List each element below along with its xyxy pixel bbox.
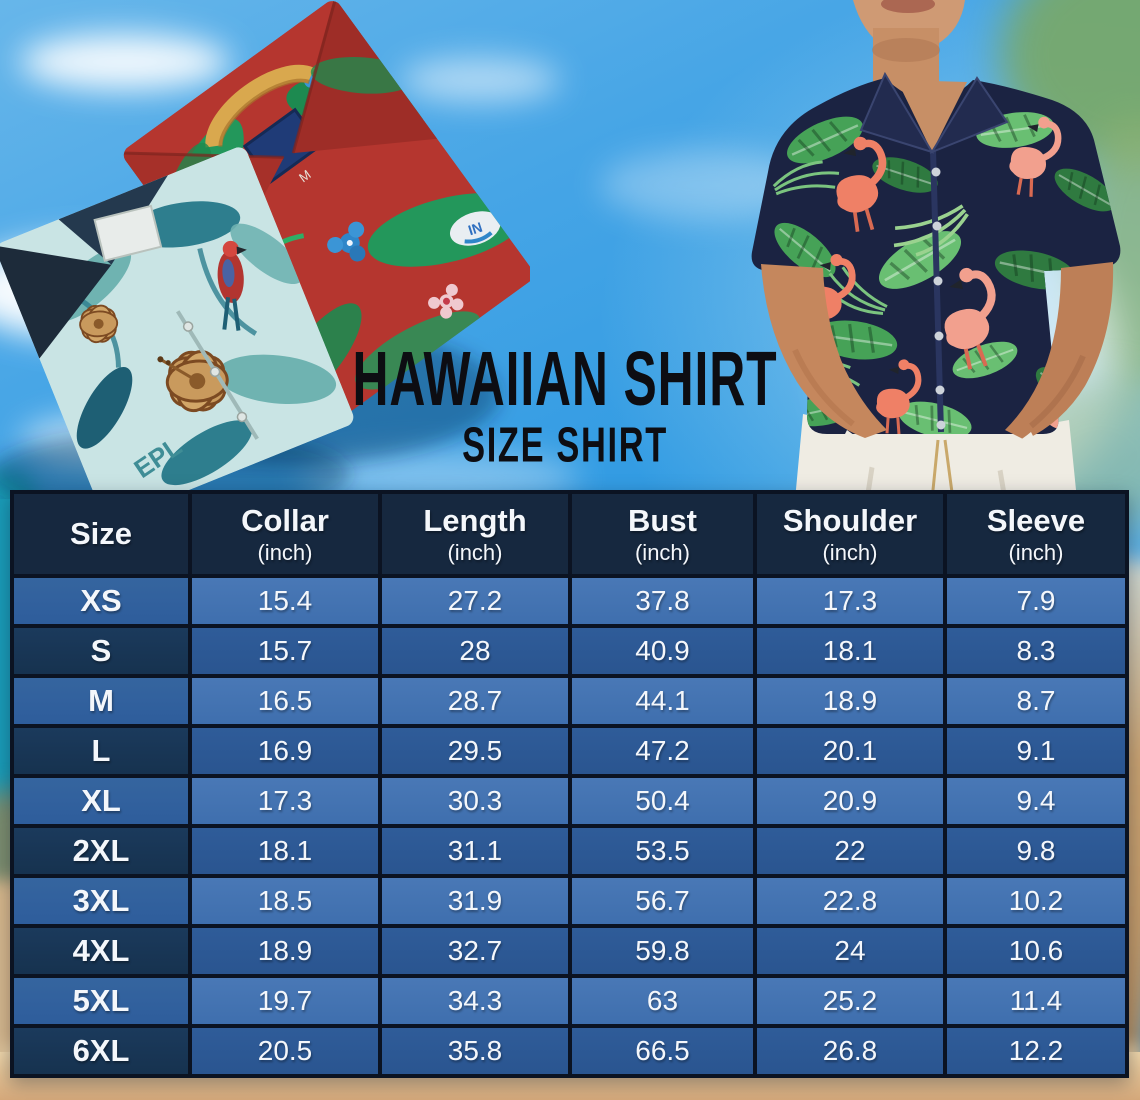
teal-hawaiian-shirt: EPL [0,144,357,499]
bust-value-cell: 47.2 [568,724,757,778]
sleeve-value-cell: 11.4 [943,974,1129,1028]
size-label-cell: S [10,624,192,678]
table-row: 5XL 19.7 34.3 63 25.2 11.4 [10,974,1129,1028]
shoulder-value-cell: 18.9 [753,674,947,728]
header-row: Size Collar (inch) Length (inch) Bust (inch… [10,490,1129,578]
sleeve-value-cell: 10.2 [943,874,1129,928]
drawstring [930,439,955,500]
sleeve-value-cell: 9.1 [943,724,1129,778]
shoulder-value-cell: 26.8 [753,1024,947,1078]
collar-value-cell: 18.5 [188,874,382,928]
shoulder-value-cell: 18.1 [753,624,947,678]
bust-value-cell: 56.7 [568,874,757,928]
bust-value-cell: 40.9 [568,624,757,678]
table-row: 6XL 20.5 35.8 66.5 26.8 12.2 [10,1024,1129,1078]
size-label-cell: XS [10,574,192,628]
sleeve-value-cell: 8.7 [943,674,1129,728]
sleeve-value-cell: 9.4 [943,774,1129,828]
column-header-collar: Collar (inch) [188,490,382,578]
flamingo-shirt [751,71,1121,434]
man-right-arm [1005,262,1114,440]
shoulder-value-cell: 20.1 [753,724,947,778]
shoulder-value-cell: 17.3 [753,574,947,628]
collar-value-cell: 16.9 [188,724,382,778]
table-row: XL 17.3 30.3 50.4 20.9 9.4 [10,774,1129,828]
bust-value-cell: 63 [568,974,757,1028]
bust-value-cell: 37.8 [568,574,757,628]
collar-value-cell: 18.1 [188,824,382,878]
collar-value-cell: 17.3 [188,774,382,828]
column-header-sleeve: Sleeve (inch) [943,490,1129,578]
page-title: HAWAIIAN SHIRT [352,336,778,423]
table-row: M 16.5 28.7 44.1 18.9 8.7 [10,674,1129,728]
length-value-cell: 30.3 [378,774,572,828]
length-value-cell: 34.3 [378,974,572,1028]
table-row: 3XL 18.5 31.9 56.7 22.8 10.2 [10,874,1129,928]
collar-value-cell: 18.9 [188,924,382,978]
man-wearing-hawaiian-shirt-photo [751,0,1121,500]
parrot [217,240,247,331]
shoulder-value-cell: 25.2 [753,974,947,1028]
collar-value-cell: 19.7 [188,974,382,1028]
length-value-cell: 28 [378,624,572,678]
shoulder-value-cell: 22.8 [753,874,947,928]
page-subtitle: SIZE SHIRT [462,416,668,473]
bust-value-cell: 50.4 [568,774,757,828]
length-value-cell: 31.9 [378,874,572,928]
length-value-cell: 31.1 [378,824,572,878]
collar-opening [897,80,967,152]
bust-value-cell: 59.8 [568,924,757,978]
shoulder-value-cell: 20.9 [753,774,947,828]
column-header-length: Length (inch) [378,490,572,578]
collar-flap-right [929,76,1009,155]
column-header-shoulder: Shoulder (inch) [753,490,947,578]
size-label-cell: 2XL [10,824,192,878]
sleeve-value-cell: 9.8 [943,824,1129,878]
man-left-arm [761,264,887,438]
size-label-cell: 3XL [10,874,192,928]
bust-value-cell: 53.5 [568,824,757,878]
length-value-cell: 27.2 [378,574,572,628]
pocket-left [839,430,893,470]
column-header-size: Size [10,490,192,578]
length-value-cell: 29.5 [378,724,572,778]
pocket-right [985,432,1039,472]
column-header-bust: Bust (inch) [568,490,757,578]
collar-flap-left [859,71,935,154]
sleeve-value-cell: 10.6 [943,924,1129,978]
table-row: L 16.9 29.5 47.2 20.1 9.1 [10,724,1129,778]
bust-value-cell: 66.5 [568,1024,757,1078]
man-lips [881,0,935,13]
table-row: 4XL 18.9 32.7 59.8 24 10.6 [10,924,1129,978]
collar-value-cell: 16.5 [188,674,382,728]
collar-value-cell: 20.5 [188,1024,382,1078]
table-row: XS 15.4 27.2 37.8 17.3 7.9 [10,574,1129,628]
length-value-cell: 28.7 [378,674,572,728]
sleeve-value-cell: 12.2 [943,1024,1129,1078]
shoulder-value-cell: 24 [753,924,947,978]
cloud [20,34,230,90]
size-label-cell: XL [10,774,192,828]
cloud [400,58,560,102]
red-shirt-sleeve-logo: IN [466,219,484,239]
collar-value-cell: 15.7 [188,624,382,678]
size-label-cell: L [10,724,192,778]
size-chart-table: Size Collar (inch) Length (inch) Bust (inch… [10,490,1129,1078]
size-label-cell: 4XL [10,924,192,978]
size-table-body: XS 15.4 27.2 37.8 17.3 7.9 S 15.7 28 40.… [10,574,1129,1078]
table-row: 2XL 18.1 31.1 53.5 22 9.8 [10,824,1129,878]
table-row: S 15.7 28 40.9 18.1 8.3 [10,624,1129,678]
bust-value-cell: 44.1 [568,674,757,728]
hero-title-block: HAWAIIAN SHIRT SIZE SHIRT [305,337,825,473]
size-label-cell: M [10,674,192,728]
length-value-cell: 32.7 [378,924,572,978]
sleeve-value-cell: 7.9 [943,574,1129,628]
folded-shirts-photo: M IN [0,0,530,499]
size-label-cell: 6XL [10,1024,192,1078]
length-value-cell: 35.8 [378,1024,572,1078]
sleeve-value-cell: 8.3 [943,624,1129,678]
size-label-cell: 5XL [10,974,192,1028]
shoulder-value-cell: 22 [753,824,947,878]
collar-value-cell: 15.4 [188,574,382,628]
